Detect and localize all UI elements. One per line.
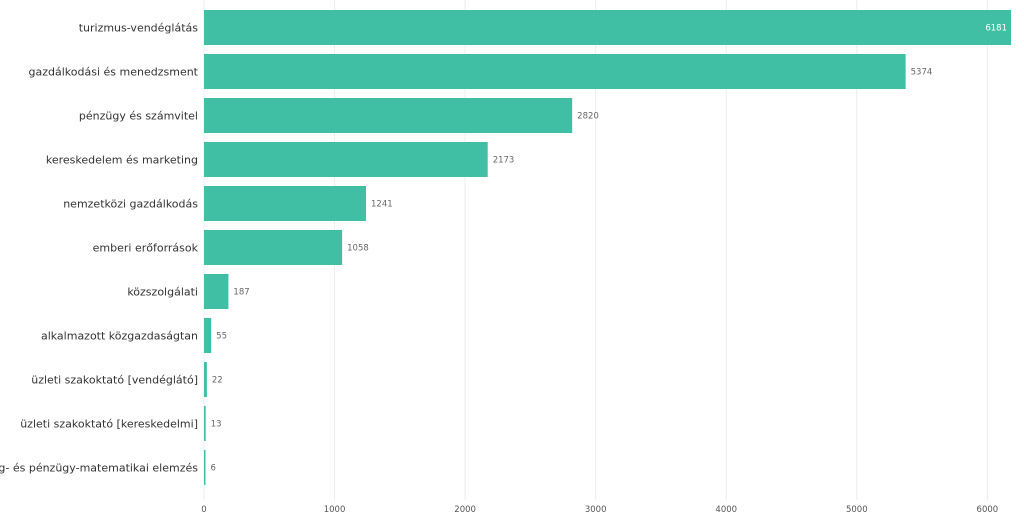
category-label: emberi erőforrások bbox=[93, 242, 199, 255]
bar bbox=[204, 142, 488, 177]
category-label: turizmus-vendéglátás bbox=[79, 22, 199, 35]
x-tick-label: 3000 bbox=[585, 505, 607, 515]
value-label: 6 bbox=[211, 464, 216, 474]
category-label: kereskedelem és marketing bbox=[46, 154, 198, 167]
bar bbox=[204, 98, 573, 133]
value-label: 187 bbox=[233, 288, 249, 298]
category-label: üzleti szakoktató [kereskedelmi] bbox=[20, 418, 198, 431]
category-label: gazdaság- és pénzügy-matematikai elemzés bbox=[0, 462, 198, 475]
x-tick-label: 4000 bbox=[715, 505, 737, 515]
category-label: üzleti szakoktató [vendéglátó] bbox=[31, 374, 198, 387]
bar bbox=[204, 54, 906, 89]
x-tick-label: 5000 bbox=[846, 505, 868, 515]
value-label: 1058 bbox=[347, 244, 369, 254]
value-label: 5374 bbox=[911, 68, 933, 78]
category-label: alkalmazott közgazdaságtan bbox=[41, 330, 198, 343]
value-label: 2173 bbox=[493, 156, 515, 166]
category-label: pénzügy és számvitel bbox=[79, 110, 198, 123]
value-label: 2820 bbox=[577, 112, 599, 122]
bar bbox=[204, 318, 212, 353]
bar bbox=[204, 274, 229, 309]
bar bbox=[204, 450, 206, 485]
category-label: nemzetközi gazdálkodás bbox=[63, 198, 198, 211]
category-label: közszolgálati bbox=[127, 286, 198, 299]
x-tick-label: 1000 bbox=[324, 505, 346, 515]
category-label: gazdálkodási és menedzsment bbox=[29, 66, 199, 79]
x-tick-label: 0 bbox=[201, 505, 206, 515]
x-tick-label: 6000 bbox=[977, 505, 999, 515]
x-axis-ticks: 0 1000 2000 3000 4000 5000 6000 bbox=[201, 505, 998, 515]
x-tick-label: 2000 bbox=[454, 505, 476, 515]
bars bbox=[204, 10, 1011, 485]
labels: turizmus-vendéglátás 6181 gazdálkodási és … bbox=[0, 22, 1007, 475]
value-label: 13 bbox=[211, 420, 222, 430]
bar bbox=[204, 230, 343, 265]
bar bbox=[204, 362, 207, 397]
value-label: 1241 bbox=[371, 200, 393, 210]
bar bbox=[204, 10, 1011, 45]
value-label: 22 bbox=[212, 376, 223, 386]
bar bbox=[204, 186, 367, 221]
value-label: 55 bbox=[216, 332, 227, 342]
value-label: 6181 bbox=[985, 24, 1007, 34]
bar bbox=[204, 406, 206, 441]
